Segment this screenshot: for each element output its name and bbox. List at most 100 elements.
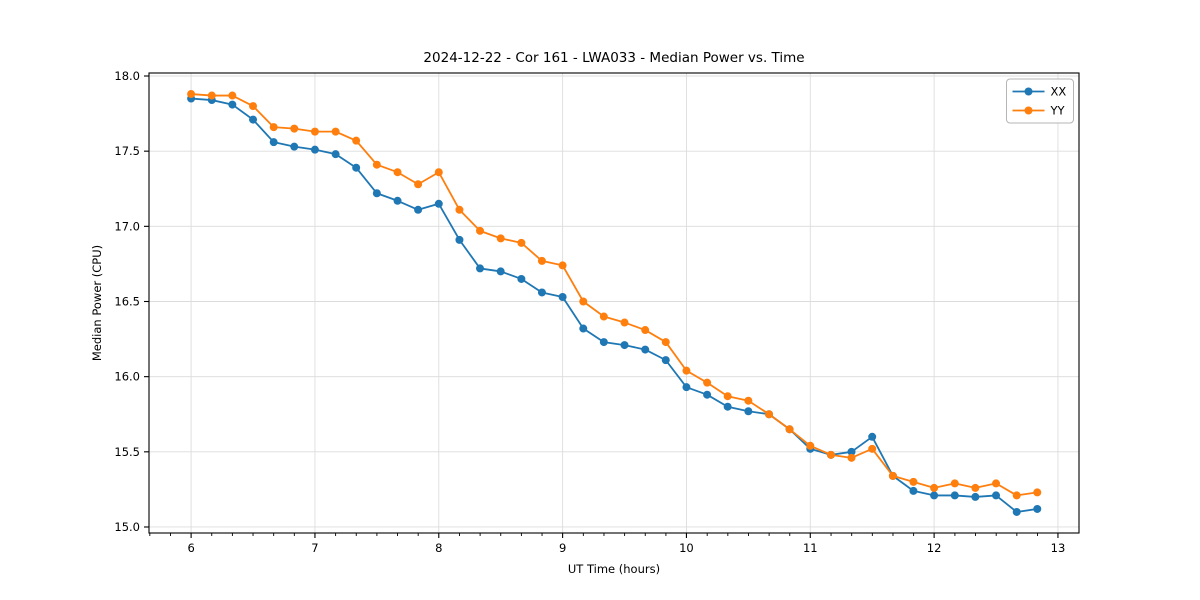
x-tick-label: 9 (559, 541, 566, 555)
data-point-YY (393, 168, 402, 177)
x-tick-label: 7 (311, 541, 318, 555)
data-point-YY (806, 441, 815, 450)
data-point-YY (517, 238, 526, 247)
data-point-YY (579, 297, 588, 306)
data-point-YY (992, 479, 1001, 488)
axis-ticks: 6 7 8 9 10 11 12 13 15.0 15.5 16.0 16.5 17.0 17.5 18.0 (114, 69, 1065, 555)
data-point-XX (930, 491, 939, 500)
legend-item-XX: XX (1012, 85, 1067, 99)
x-tick-label: 6 (187, 541, 194, 555)
x-tick-label: 10 (679, 541, 694, 555)
data-point-YY (331, 127, 340, 136)
x-tick-label: 12 (927, 541, 942, 555)
data-point-XX (641, 345, 650, 354)
data-point-YY (682, 366, 691, 375)
data-point-YY (1012, 491, 1021, 500)
data-point-YY (971, 483, 980, 492)
data-point-XX (847, 447, 856, 456)
data-point-YY (641, 326, 650, 335)
data-point-YY (290, 124, 299, 133)
data-point-YY (269, 123, 278, 132)
data-point-YY (765, 410, 774, 419)
data-point-YY (310, 127, 319, 136)
data-point-YY (496, 234, 505, 243)
data-point-XX (1033, 504, 1042, 513)
y-tick-label: 17.0 (114, 219, 140, 233)
legend: XX YY (1006, 78, 1074, 124)
y-tick-label: 16.5 (114, 294, 140, 308)
data-point-YY (661, 338, 670, 347)
data-point-XX (352, 163, 361, 172)
chart-title: 2024-12-22 - Cor 161 - LWA033 - Median P… (423, 50, 805, 66)
data-point-YY (744, 396, 753, 405)
series-YY (187, 90, 1042, 500)
data-point-XX (517, 274, 526, 283)
data-point-XX (228, 100, 237, 109)
data-point-YY (455, 205, 464, 214)
data-point-YY (785, 425, 794, 434)
y-tick-label: 15.5 (114, 445, 140, 459)
data-point-XX (434, 199, 443, 208)
data-point-YY (352, 136, 361, 145)
data-point-XX (992, 491, 1001, 500)
y-tick-label: 18.0 (114, 69, 140, 83)
data-point-XX (496, 267, 505, 276)
data-point-XX (579, 324, 588, 333)
axes-spines (148, 72, 1080, 534)
data-point-XX (1012, 507, 1021, 516)
data-point-XX (414, 205, 423, 214)
data-point-YY (414, 180, 423, 189)
data-point-XX (868, 432, 877, 441)
data-point-YY (187, 90, 196, 99)
data-point-YY (888, 471, 897, 480)
data-point-XX (971, 492, 980, 501)
data-point-YY (723, 392, 732, 401)
data-point-XX (558, 292, 567, 301)
data-point-XX (703, 390, 712, 399)
data-point-XX (476, 264, 485, 273)
data-point-XX (290, 142, 299, 151)
x-tick-label: 13 (1051, 541, 1066, 555)
data-point-YY (207, 91, 216, 100)
series-XX (187, 94, 1042, 516)
data-point-XX (331, 150, 340, 159)
x-axis-label: UT Time (hours) (567, 562, 661, 576)
x-tick-label: 8 (435, 541, 442, 555)
y-tick-label: 15.0 (114, 520, 140, 534)
data-point-YY (703, 378, 712, 387)
data-point-XX (249, 115, 258, 124)
data-point-XX (372, 189, 381, 198)
data-point-YY (599, 312, 608, 321)
data-point-YY (249, 102, 258, 111)
data-point-YY (1033, 488, 1042, 497)
data-point-XX (599, 338, 608, 347)
legend-item-YY: YY (1012, 104, 1066, 118)
data-point-XX (661, 356, 670, 365)
data-point-YY (909, 477, 918, 486)
data-point-YY (558, 261, 567, 270)
legend-label: XX (1051, 85, 1067, 99)
data-point-XX (393, 196, 402, 205)
data-point-YY (537, 256, 546, 265)
data-point-YY (372, 160, 381, 169)
data-point-XX (620, 341, 629, 350)
grid (149, 73, 1079, 533)
data-point-XX (723, 402, 732, 411)
data-point-YY (826, 450, 835, 459)
data-point-XX (682, 383, 691, 392)
data-point-XX (269, 138, 278, 147)
data-point-YY (930, 483, 939, 492)
data-point-YY (228, 91, 237, 100)
data-point-XX (909, 486, 918, 495)
data-point-YY (620, 318, 629, 327)
data-point-XX (950, 491, 959, 500)
data-point-YY (868, 444, 877, 453)
data-point-YY (476, 226, 485, 235)
data-point-YY (434, 168, 443, 177)
data-point-XX (537, 288, 546, 297)
x-tick-label: 11 (803, 541, 818, 555)
data-point-XX (744, 407, 753, 416)
data-point-YY (950, 479, 959, 488)
